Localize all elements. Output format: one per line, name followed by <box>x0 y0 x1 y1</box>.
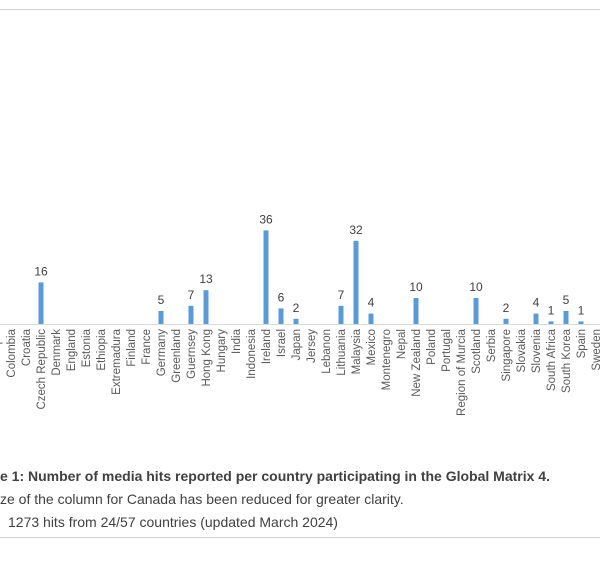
data-label: 6 <box>278 290 285 304</box>
tick-label: Czech Republic <box>36 329 48 410</box>
data-label: 5 <box>563 293 570 307</box>
tick-label: Finland <box>126 329 138 367</box>
bar <box>473 298 479 324</box>
data-label: 16 <box>34 264 48 278</box>
tick-label: Japan <box>291 329 303 360</box>
tick-label: Greenland <box>171 329 183 383</box>
tick-label: Malaysia <box>351 328 363 374</box>
tick-label: France <box>141 329 153 365</box>
data-label: 4 <box>533 296 540 310</box>
bar <box>188 305 194 324</box>
tick-label: Denmark <box>51 329 63 376</box>
tick-label: Nepal <box>396 329 408 359</box>
bar <box>578 321 584 324</box>
bar <box>548 321 554 324</box>
top-border <box>0 9 600 10</box>
data-label: 2 <box>503 301 510 315</box>
tick-label: England <box>66 329 78 371</box>
bar <box>203 290 209 324</box>
bottom-border <box>0 537 600 538</box>
data-label: 10 <box>409 280 423 294</box>
tick-label: India <box>231 328 243 354</box>
bar <box>38 282 44 324</box>
tick-label: Extremadura <box>111 328 123 394</box>
tick-label: Region of Murcia <box>456 328 468 416</box>
tick-label: Estonia <box>81 328 93 367</box>
tick-label: Ireland <box>261 329 273 364</box>
tick-label: Serbia <box>486 328 498 362</box>
bar <box>263 230 269 324</box>
tick-label: Poland <box>426 329 438 365</box>
tick-label: Chinese Taipei <box>0 329 3 404</box>
bar <box>563 311 569 324</box>
data-label: 13 <box>199 272 213 286</box>
data-label: 1 <box>548 303 555 317</box>
tick-label: Scotland <box>471 329 483 374</box>
data-label: 7 <box>188 288 195 302</box>
tick-label: Germany <box>156 329 168 377</box>
figure-caption-title: e 1: Number of media hits reported per c… <box>0 468 550 484</box>
tick-label: Mexico <box>366 329 378 365</box>
tick-label: Croatia <box>21 328 33 366</box>
tick-label: Ethiopia <box>96 328 108 370</box>
tick-label: South Africa <box>546 328 558 391</box>
tick-label: Sweden <box>591 329 600 371</box>
tick-label: Slovenia <box>531 328 543 373</box>
figure-caption-total: 1273 hits from 24/57 countries (updated … <box>8 514 338 530</box>
data-label: 1 <box>578 303 585 317</box>
tick-label: Indonesia <box>246 328 258 378</box>
data-label: 2 <box>293 301 300 315</box>
tick-label: Portugal <box>441 329 453 372</box>
tick-label: Singapore <box>501 329 513 381</box>
tick-label: Hungary <box>216 329 228 373</box>
bar <box>158 311 164 324</box>
tick-label: New Zealand <box>411 329 423 397</box>
figure-caption-note: ze of the column for Canada has been red… <box>0 491 404 507</box>
bar <box>413 298 419 324</box>
data-label: 36 <box>259 212 273 226</box>
tick-label: Hong Kong <box>201 329 213 387</box>
data-label: 5 <box>158 293 165 307</box>
data-label: 10 <box>469 280 483 294</box>
tick-label: Israel <box>276 329 288 357</box>
tick-label: Jersey <box>306 329 318 363</box>
bar <box>293 318 299 324</box>
tick-label: Guernsey <box>186 329 198 379</box>
data-label: 32 <box>349 223 363 237</box>
bar <box>338 305 344 324</box>
tick-label: South Korea <box>561 328 573 393</box>
bar <box>278 308 284 324</box>
data-label: 4 <box>368 296 375 310</box>
bar <box>503 318 509 324</box>
tick-label: Lithuania <box>336 328 348 375</box>
bar <box>533 313 539 324</box>
bar <box>353 240 359 324</box>
tick-label: Slovakia <box>516 328 528 372</box>
tick-label: Colombia <box>6 328 18 377</box>
data-label: 7 <box>338 288 345 302</box>
bar <box>368 313 374 324</box>
tick-label: Lebanon <box>321 329 333 374</box>
tick-label: Spain <box>576 329 588 358</box>
tick-label: Montenegro <box>381 329 393 390</box>
